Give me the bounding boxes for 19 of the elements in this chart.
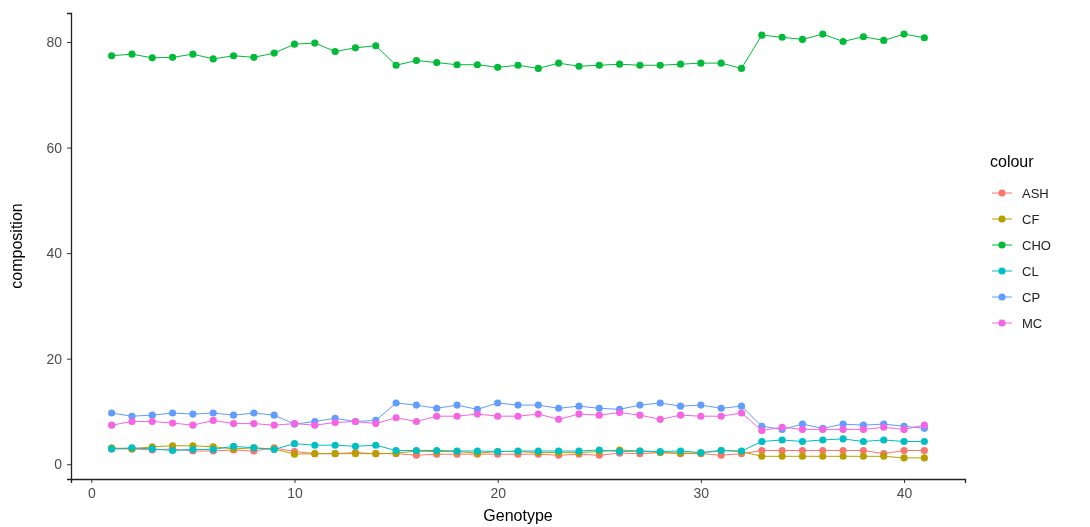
legend-label: CF — [1022, 212, 1040, 227]
y-tick-label: 20 — [46, 350, 63, 367]
y-tick-label: 0 — [54, 456, 63, 473]
legend-label: CP — [1022, 290, 1041, 305]
x-tick-label: 40 — [896, 484, 913, 501]
legend-label: ASH — [1022, 186, 1049, 201]
x-axis-title: Genotype — [483, 507, 553, 524]
y-tick-label: 80 — [46, 34, 63, 51]
legend-label: CHO — [1022, 238, 1051, 253]
x-tick-label: 10 — [287, 484, 303, 501]
y-tick-label: 60 — [46, 139, 63, 156]
legend-label: CL — [1022, 264, 1039, 279]
y-axis-title: composition — [8, 203, 25, 289]
legend-title: colour — [990, 153, 1035, 170]
x-tick-label: 30 — [693, 484, 710, 501]
x-tick-label: 20 — [490, 484, 507, 501]
legend-label: MC — [1022, 316, 1043, 331]
x-tick-label: 0 — [87, 484, 96, 501]
y-tick-label: 40 — [46, 245, 63, 262]
